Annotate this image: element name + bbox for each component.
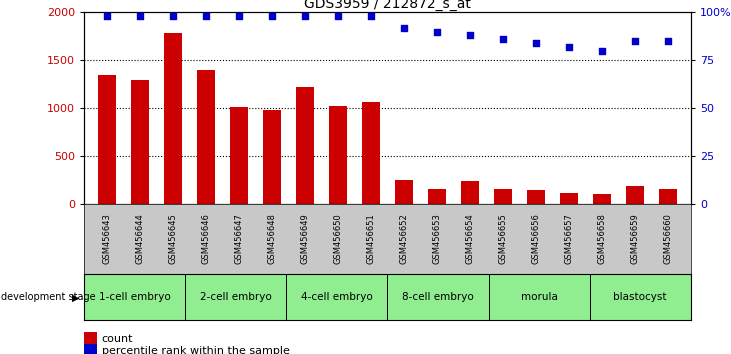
Text: GSM456648: GSM456648	[268, 213, 276, 264]
Bar	[197, 70, 215, 204]
Text: blastocyst: blastocyst	[613, 292, 667, 302]
Bar	[590, 274, 691, 320]
Bar	[387, 274, 488, 320]
Bar	[296, 87, 314, 204]
Point	[299, 13, 311, 19]
Text: 4-cell embryo: 4-cell embryo	[301, 292, 373, 302]
Bar	[428, 189, 446, 204]
Point	[135, 13, 146, 19]
Point	[233, 13, 245, 19]
Bar	[362, 102, 380, 204]
Bar	[488, 274, 590, 320]
Bar	[329, 106, 347, 204]
Text: development stage: development stage	[1, 292, 95, 302]
Point	[662, 38, 673, 44]
Text: GSM456650: GSM456650	[333, 213, 342, 264]
Bar	[230, 107, 248, 204]
Title: GDS3959 / 212872_s_at: GDS3959 / 212872_s_at	[304, 0, 471, 11]
Point	[398, 25, 410, 30]
Point	[200, 13, 212, 19]
Text: morula: morula	[520, 292, 558, 302]
Bar	[164, 33, 182, 204]
Point	[365, 13, 376, 19]
Bar	[131, 80, 149, 204]
Point	[431, 29, 443, 34]
Text: GSM456645: GSM456645	[169, 213, 178, 264]
Text: GSM456651: GSM456651	[366, 213, 376, 264]
Point	[497, 36, 509, 42]
Text: 1-cell embryo: 1-cell embryo	[99, 292, 170, 302]
Point	[266, 13, 278, 19]
Bar	[98, 75, 116, 204]
Text: percentile rank within the sample: percentile rank within the sample	[102, 346, 289, 354]
Text: GSM456659: GSM456659	[630, 213, 639, 264]
Point	[629, 38, 640, 44]
Point	[530, 40, 542, 46]
Bar	[84, 274, 185, 320]
Text: GSM456660: GSM456660	[663, 213, 673, 264]
Text: GSM456646: GSM456646	[202, 213, 211, 264]
Text: 8-cell embryo: 8-cell embryo	[402, 292, 474, 302]
Text: GSM456644: GSM456644	[136, 213, 145, 264]
Bar	[593, 194, 611, 204]
Text: GSM456652: GSM456652	[399, 213, 409, 264]
Bar	[560, 193, 578, 204]
Point	[464, 33, 476, 38]
Bar	[493, 189, 512, 204]
Text: GSM456655: GSM456655	[499, 213, 507, 264]
Bar	[659, 189, 677, 204]
Text: ▶: ▶	[72, 292, 79, 302]
Bar	[626, 186, 644, 204]
Text: GSM456647: GSM456647	[235, 213, 243, 264]
Text: GSM456658: GSM456658	[597, 213, 606, 264]
Text: GSM456657: GSM456657	[564, 213, 573, 264]
Bar	[461, 181, 479, 204]
Text: GSM456653: GSM456653	[433, 213, 442, 264]
Text: GSM456656: GSM456656	[531, 213, 540, 264]
Text: GSM456643: GSM456643	[102, 213, 112, 264]
Point	[596, 48, 607, 53]
Text: GSM456649: GSM456649	[300, 213, 309, 264]
Text: GSM456654: GSM456654	[466, 213, 474, 264]
Point	[167, 13, 179, 19]
Text: count: count	[102, 334, 133, 344]
Text: 2-cell embryo: 2-cell embryo	[200, 292, 272, 302]
Bar	[395, 180, 413, 204]
Point	[563, 44, 575, 50]
Bar	[287, 274, 387, 320]
Bar	[263, 110, 281, 204]
Point	[332, 13, 344, 19]
Point	[102, 13, 113, 19]
Bar	[185, 274, 287, 320]
Bar	[527, 190, 545, 204]
